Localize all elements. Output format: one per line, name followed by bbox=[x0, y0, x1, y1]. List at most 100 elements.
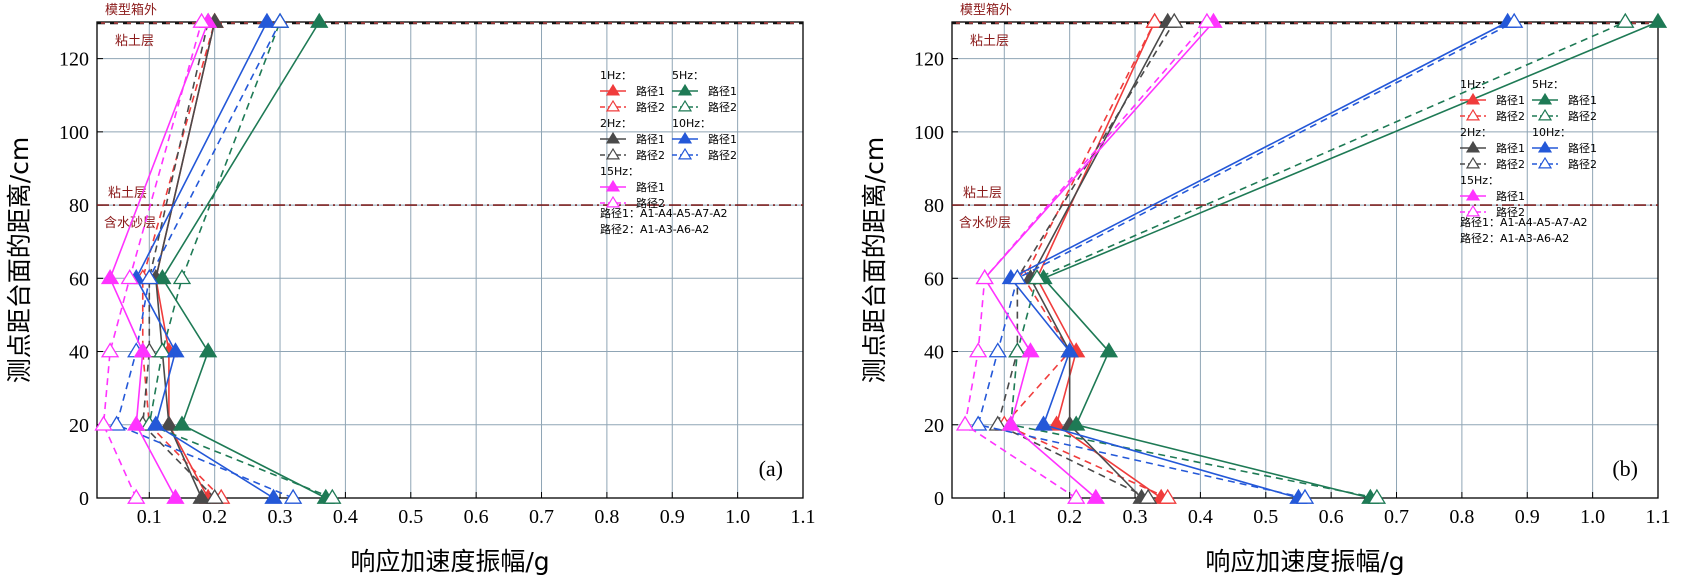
y-tick-label: 100 bbox=[59, 122, 89, 144]
x-tick-label: 0.4 bbox=[1188, 506, 1213, 528]
clay-layer-label: 粘土层 bbox=[963, 186, 1002, 201]
data-point-marker bbox=[988, 342, 1007, 358]
panel-label: (b) bbox=[1612, 456, 1638, 481]
y-tick-label: 80 bbox=[924, 195, 944, 217]
legend-marker bbox=[605, 179, 621, 192]
data-point-marker bbox=[257, 12, 277, 28]
data-point-marker bbox=[94, 415, 113, 431]
y-tick-label: 0 bbox=[79, 488, 89, 510]
legend-marker bbox=[1537, 140, 1553, 153]
legend-group-title: 15Hz： bbox=[1460, 174, 1499, 187]
x-axis-label: 响应加速度振幅/g bbox=[1205, 547, 1404, 576]
legend-entry-label: 路径2 bbox=[708, 149, 737, 162]
legend-entry-label: 路径1 bbox=[636, 133, 665, 146]
data-point-marker bbox=[153, 269, 172, 285]
data-point-marker bbox=[323, 488, 342, 504]
legend-entry-label: 路径1 bbox=[636, 181, 665, 194]
data-point-marker bbox=[1158, 488, 1177, 504]
legend-group-title: 15Hz： bbox=[600, 165, 639, 178]
data-point-marker bbox=[198, 342, 218, 358]
data-point-marker bbox=[1008, 269, 1027, 285]
data-point-marker bbox=[1648, 12, 1668, 28]
data-point-marker bbox=[127, 488, 146, 504]
series-group bbox=[955, 12, 1668, 504]
data-point-marker bbox=[146, 415, 165, 431]
y-tick-label: 120 bbox=[914, 49, 944, 71]
y-tick-label: 20 bbox=[924, 415, 944, 437]
data-point-marker bbox=[1021, 342, 1040, 358]
data-point-marker bbox=[1295, 488, 1315, 504]
legend-path-note: 路径2：A1-A3-A6-A2 bbox=[1460, 232, 1569, 245]
legend-path-note: 路径1：A1-A4-A5-A7-A2 bbox=[1460, 216, 1588, 229]
x-tick-label: 0.3 bbox=[1123, 506, 1148, 528]
legend-entry-label: 路径1 bbox=[636, 85, 665, 98]
data-point-marker bbox=[1027, 269, 1047, 285]
series-group bbox=[94, 12, 342, 504]
model-box-outside-label: 模型箱外 bbox=[105, 2, 157, 18]
legend-entry-label: 路径2 bbox=[636, 101, 665, 114]
legend-entry-label: 路径2 bbox=[1496, 206, 1525, 219]
saturated-sand-layer-label: 含水砂层 bbox=[104, 215, 156, 231]
legend-entry-label: 路径2 bbox=[1496, 110, 1525, 123]
legend-entry-label: 路径1 bbox=[1496, 94, 1525, 107]
x-tick-label: 0.9 bbox=[1515, 506, 1540, 528]
y-tick-label: 20 bbox=[69, 415, 89, 437]
legend-marker bbox=[1465, 140, 1481, 153]
legend-group-title: 5Hz： bbox=[1532, 78, 1564, 91]
x-tick-label: 0.6 bbox=[464, 506, 489, 528]
chart-panel-2: 0.1 0.2 0.3 0.4 0.5 0.6 0.7 0.8 0.9 1.0 1.1 0 20 40 60… bbox=[860, 2, 1671, 576]
y-tick-label: 40 bbox=[924, 342, 944, 364]
x-tick-label: 0.8 bbox=[1449, 506, 1474, 528]
series-line bbox=[1009, 21, 1626, 499]
x-tick-label: 0.4 bbox=[333, 506, 358, 528]
legend: 1Hz： 路径1 路径2 5Hz： 路径1 路径2 2Hz： 路径1 路径2 10Hz： 路径1 路径… bbox=[600, 69, 737, 236]
chart-panel-1: 0.1 0.2 0.3 0.4 0.5 0.6 0.7 0.8 0.9 1.0 1.1 0 20 40 60… bbox=[5, 2, 816, 576]
data-point-marker bbox=[153, 342, 172, 358]
legend-entry-label: 路径2 bbox=[636, 197, 665, 210]
saturated-sand-layer-label: 含水砂层 bbox=[959, 215, 1011, 231]
legend-group-title: 1Hz： bbox=[600, 69, 632, 82]
x-tick-label: 1.1 bbox=[1646, 506, 1671, 528]
data-point-marker bbox=[1008, 342, 1027, 358]
series-line bbox=[141, 21, 222, 499]
data-point-marker bbox=[283, 488, 303, 504]
legend-marker bbox=[605, 195, 621, 208]
legend: 1Hz： 路径1 路径2 5Hz： 路径1 路径2 2Hz： 路径1 路径2 10Hz： 路径1 路径… bbox=[1460, 78, 1597, 245]
x-tick-label: 0.7 bbox=[1384, 506, 1409, 528]
clay-layer-top-label: 粘土层 bbox=[970, 34, 1009, 49]
x-tick-label: 0.3 bbox=[268, 506, 293, 528]
legend-marker bbox=[605, 83, 621, 96]
data-point-marker bbox=[270, 12, 290, 28]
data-point-marker bbox=[955, 415, 975, 431]
legend-entry-label: 路径2 bbox=[636, 149, 665, 162]
legend-marker bbox=[1465, 204, 1481, 217]
data-point-marker bbox=[159, 415, 179, 431]
x-tick-label: 0.7 bbox=[529, 506, 554, 528]
legend-group-title: 2Hz： bbox=[600, 117, 632, 130]
data-point-marker bbox=[172, 269, 192, 285]
legend-entry-label: 路径2 bbox=[1496, 158, 1525, 171]
legend-entry-label: 路径1 bbox=[1568, 94, 1597, 107]
clay-layer-top-label: 粘土层 bbox=[115, 34, 154, 49]
x-tick-label: 1.0 bbox=[725, 506, 750, 528]
data-point-marker bbox=[100, 269, 120, 285]
data-point-marker bbox=[1145, 12, 1164, 28]
legend-entry-label: 路径2 bbox=[708, 101, 737, 114]
legend-path-note: 路径2：A1-A3-A6-A2 bbox=[600, 223, 709, 236]
data-point-marker bbox=[1001, 415, 1020, 431]
x-tick-label: 0.5 bbox=[1253, 506, 1278, 528]
model-box-outside-label: 模型箱外 bbox=[960, 2, 1012, 18]
legend-entry-label: 路径1 bbox=[708, 85, 737, 98]
y-axis-label: 测点距台面的距离/cm bbox=[860, 137, 889, 384]
y-axis-label: 测点距台面的距离/cm bbox=[5, 137, 34, 384]
legend-group-title: 10Hz： bbox=[1532, 126, 1571, 139]
data-point-marker bbox=[1165, 12, 1184, 28]
axes-frame bbox=[96, 21, 804, 499]
data-point-marker bbox=[1138, 488, 1158, 504]
panel-label: (a) bbox=[759, 456, 783, 481]
legend-marker bbox=[677, 83, 693, 96]
legend-entry-label: 路径1 bbox=[1496, 190, 1525, 203]
y-tick-label: 120 bbox=[59, 49, 89, 71]
legend-entry-label: 路径2 bbox=[1568, 158, 1597, 171]
